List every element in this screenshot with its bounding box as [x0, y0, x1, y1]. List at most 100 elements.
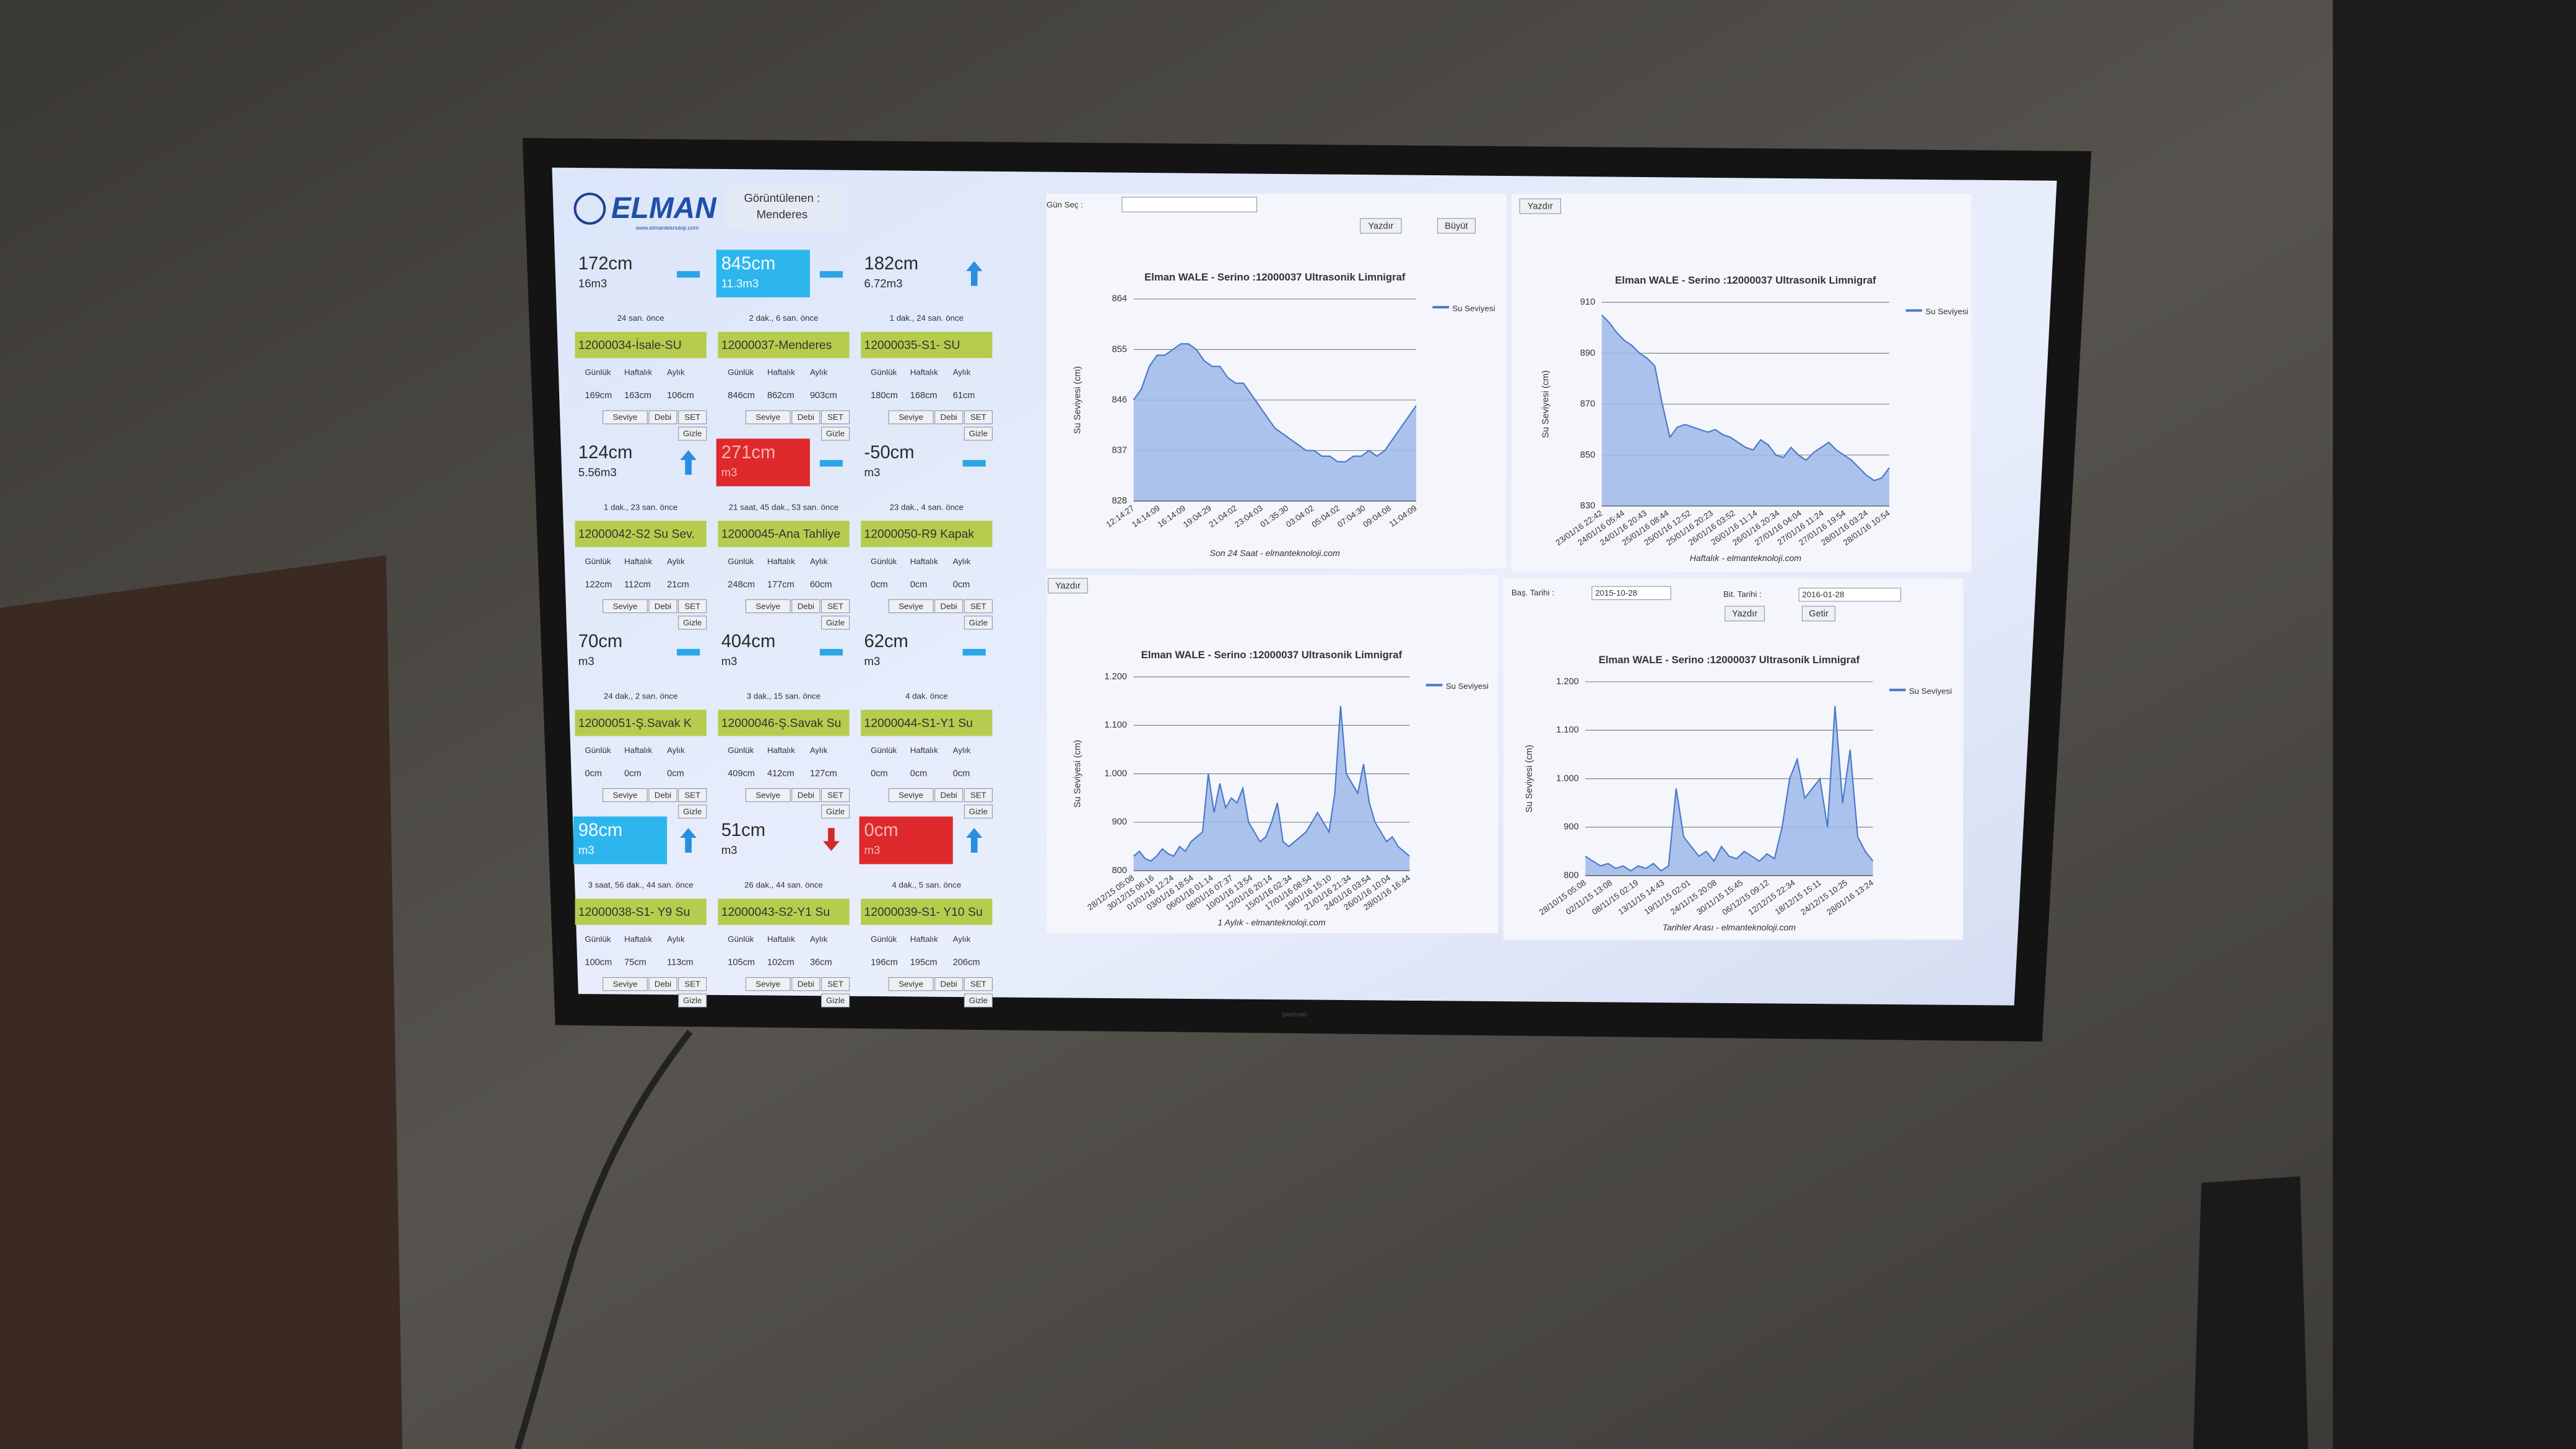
period-value: 196cm: [871, 958, 898, 968]
btn-set[interactable]: [821, 788, 850, 803]
line: [1133, 343, 1417, 463]
btn-hide-label: Gizle: [969, 996, 988, 1005]
station-name-bar: [718, 710, 850, 736]
period-value: 0cm: [910, 580, 928, 590]
btn-flow[interactable]: [648, 599, 677, 614]
chart-button-label: Yazdır: [1528, 202, 1553, 212]
period-label: Haftalık: [624, 746, 652, 755]
trend-up: [680, 450, 697, 475]
y-tick-label: 800: [1112, 866, 1127, 876]
btn-hide[interactable]: [821, 427, 850, 441]
btn-set[interactable]: [964, 410, 993, 425]
btn-level[interactable]: [745, 410, 791, 425]
btn-set-label: SET: [827, 601, 843, 611]
period-label: Günlük: [585, 746, 611, 755]
y-tick-label: 890: [1580, 348, 1595, 358]
btn-level[interactable]: [603, 788, 648, 803]
station-name-bar: [861, 710, 993, 736]
btn-flow-label: Debi: [941, 412, 957, 422]
station-name-bar: [575, 521, 707, 547]
btn-flow[interactable]: [791, 410, 820, 425]
btn-hide[interactable]: [964, 427, 993, 441]
btn-set[interactable]: [678, 788, 707, 803]
btn-flow[interactable]: [648, 977, 677, 991]
btn-level[interactable]: [745, 788, 791, 803]
logo-icon: [573, 193, 606, 225]
btn-set[interactable]: [821, 410, 850, 425]
btn-hide[interactable]: [964, 616, 993, 630]
btn-level[interactable]: [603, 599, 648, 614]
date-input[interactable]: [1591, 586, 1671, 600]
btn-flow[interactable]: [934, 410, 964, 425]
trend-steady: [677, 648, 700, 656]
btn-set[interactable]: [964, 977, 993, 991]
logo-url: www.elmanteknoloji.com: [635, 225, 699, 231]
btn-flow[interactable]: [791, 977, 820, 991]
date-input[interactable]: [1121, 196, 1258, 212]
btn-set[interactable]: [821, 977, 850, 991]
viewing-label: Görüntülenen :: [744, 191, 820, 204]
chart-title: Elman WALE - Serino :12000037 Ultrasonik…: [1615, 274, 1876, 286]
last-update: 4 dak., 5 san. önce: [892, 881, 961, 890]
btn-set[interactable]: [964, 599, 993, 614]
line: [1601, 314, 1890, 482]
period-label: Günlük: [871, 746, 897, 755]
chart-button-label: Büyüt: [1445, 221, 1468, 231]
tv-brand: SAMSUNG: [1282, 1012, 1307, 1018]
door-frame: [2333, 0, 2576, 1449]
btn-hide[interactable]: [821, 804, 850, 819]
trend-up: [966, 261, 983, 286]
btn-flow[interactable]: [791, 599, 820, 614]
btn-level[interactable]: [888, 788, 934, 803]
btn-hide[interactable]: [821, 616, 850, 630]
y-tick-label: 910: [1580, 297, 1595, 307]
level: 271cm: [721, 443, 776, 463]
chart-button[interactable]: [1048, 578, 1088, 594]
btn-flow[interactable]: [934, 599, 964, 614]
period-label: Haftalık: [767, 746, 795, 755]
btn-hide[interactable]: [964, 993, 993, 1007]
chart-button[interactable]: [1725, 606, 1765, 622]
station-name-bar: [575, 331, 707, 359]
btn-level[interactable]: [603, 977, 648, 991]
chart-button[interactable]: [1360, 218, 1402, 234]
station-name: 12000051-Ş.Savak K: [578, 716, 692, 730]
chart-button[interactable]: [1437, 218, 1476, 234]
btn-hide[interactable]: [964, 804, 993, 819]
btn-hide[interactable]: [821, 993, 850, 1007]
btn-level[interactable]: [745, 977, 791, 991]
btn-level[interactable]: [888, 977, 934, 991]
btn-hide[interactable]: [678, 993, 707, 1007]
btn-set[interactable]: [964, 788, 993, 803]
y-tick-label: 800: [1564, 871, 1578, 881]
trend-steady: [962, 459, 986, 467]
volume: 5.56m3: [578, 466, 617, 479]
btn-flow[interactable]: [791, 788, 820, 803]
chart-button[interactable]: [1801, 606, 1835, 622]
btn-level[interactable]: [745, 599, 791, 614]
date-input[interactable]: [1798, 588, 1902, 602]
btn-level-label: Seviye: [755, 601, 780, 611]
btn-hide[interactable]: [678, 804, 707, 819]
btn-set[interactable]: [678, 410, 707, 425]
btn-set[interactable]: [678, 599, 707, 614]
btn-level[interactable]: [888, 410, 934, 425]
btn-flow[interactable]: [648, 788, 677, 803]
btn-set[interactable]: [678, 977, 707, 991]
btn-level[interactable]: [603, 410, 648, 425]
period-value: 177cm: [767, 580, 794, 590]
period-value: 0cm: [953, 580, 970, 590]
chart-caption: Son 24 Saat - elmanteknoloji.com: [1210, 548, 1340, 558]
btn-set[interactable]: [821, 599, 850, 614]
btn-level[interactable]: [888, 599, 934, 614]
btn-flow[interactable]: [934, 788, 964, 803]
btn-hide[interactable]: [678, 427, 707, 441]
chart-button[interactable]: [1519, 198, 1561, 214]
level: 70cm: [578, 632, 622, 651]
btn-flow[interactable]: [934, 977, 964, 991]
period-value: 61cm: [953, 391, 975, 401]
btn-flow[interactable]: [648, 410, 677, 425]
chart-button-label: Yazdır: [1055, 581, 1081, 591]
volume: m3: [578, 843, 594, 856]
btn-hide[interactable]: [678, 616, 707, 630]
